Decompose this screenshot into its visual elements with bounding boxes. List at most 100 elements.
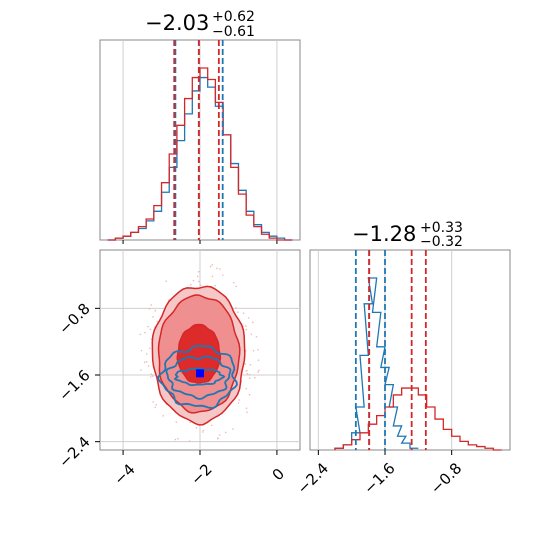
scatter-point (200, 285, 202, 287)
scatter-point (152, 401, 154, 403)
scatter-point (140, 334, 142, 336)
scatter-point (235, 307, 237, 309)
scatter-point (251, 333, 253, 335)
scatter-point (246, 407, 248, 409)
scatter-point (152, 375, 154, 377)
scatter-point (233, 282, 235, 284)
y-tick-label-2: −0.8 (55, 300, 93, 338)
x-tick-label-2: 0 (269, 465, 288, 484)
scatter-point (222, 274, 224, 276)
scatter-point (175, 439, 177, 441)
scatter-point (189, 440, 191, 442)
bottom-right-hist-red (335, 388, 502, 450)
scatter-point (211, 424, 213, 426)
scatter-point (219, 434, 221, 436)
bottom-right-title-minus: −0.32 (420, 234, 463, 250)
scatter-point (254, 377, 256, 379)
scatter-point (237, 311, 239, 313)
scatter-point (146, 353, 148, 355)
scatter-point (210, 266, 212, 268)
scatter-point (246, 370, 248, 372)
scatter-point (246, 411, 248, 413)
scatter-point (149, 308, 151, 310)
top-left-title: −2.03 (145, 11, 209, 35)
scatter-point (217, 437, 219, 439)
truth-marker (196, 369, 204, 377)
bottom-right-ticks: −2.4 −1.6 −0.8 (294, 450, 466, 498)
scatter-point (175, 421, 177, 423)
scatter-point (154, 406, 156, 408)
scatter-point (238, 399, 240, 401)
scatter-point (232, 428, 234, 430)
scatter-point (245, 325, 247, 327)
scatter-point (151, 373, 153, 375)
scatter-point (198, 271, 200, 273)
bottom-left-contours (140, 264, 260, 442)
scatter-point (147, 326, 149, 328)
bottom-left-panel: −4 −2 0 −2.4 −1.6 −0.8 (55, 250, 300, 489)
y-tick-label-1: −1.6 (55, 366, 93, 404)
scatter-point (156, 321, 158, 323)
scatter-point (144, 361, 146, 363)
scatter-point (154, 310, 156, 312)
scatter-point (152, 316, 154, 318)
scatter-point (212, 264, 214, 266)
br-x-tick-label-2: −0.8 (427, 459, 465, 497)
bottom-right-quantiles (356, 250, 426, 450)
scatter-point (198, 281, 200, 283)
scatter-point (245, 329, 247, 331)
scatter-point (257, 371, 259, 373)
scatter-point (243, 312, 245, 314)
top-left-title-minus: −0.61 (212, 24, 255, 40)
bottom-right-panel: −2.4 −1.6 −0.8 −1.28 +0.33 −0.32 (294, 220, 510, 498)
scatter-point (258, 370, 260, 372)
scatter-point (148, 365, 150, 367)
scatter-point (238, 402, 240, 404)
scatter-point (252, 322, 254, 324)
scatter-point (202, 431, 204, 433)
scatter-point (177, 438, 179, 440)
scatter-point (141, 350, 143, 352)
hist-step-1 (335, 388, 502, 450)
scatter-point (249, 377, 251, 379)
scatter-point (245, 388, 247, 390)
scatter-point (250, 364, 252, 366)
scatter-point (151, 304, 153, 306)
scatter-point (244, 363, 246, 365)
y-tick-label-0: −2.4 (55, 433, 93, 471)
scatter-point (212, 276, 214, 278)
scatter-point (253, 350, 255, 352)
scatter-point (214, 285, 216, 287)
br-x-tick-label-0: −2.4 (294, 459, 332, 497)
bottom-right-title: −1.28 (352, 222, 416, 246)
scatter-point (196, 427, 198, 429)
scatter-point (249, 394, 251, 396)
scatter-point (249, 374, 251, 376)
top-left-panel: −2.03 +0.62 −0.61 (100, 9, 300, 244)
x-tick-label-1: −2 (187, 460, 215, 488)
scatter-point (246, 373, 248, 375)
x-tick-label-0: −4 (110, 460, 138, 488)
scatter-point (197, 276, 199, 278)
scatter-point (219, 268, 221, 270)
scatter-point (256, 336, 258, 338)
scatter-point (203, 430, 205, 432)
scatter-point (165, 280, 167, 282)
scatter-point (146, 361, 148, 363)
scatter-point (162, 415, 164, 417)
scatter-point (140, 369, 142, 371)
scatter-point (216, 268, 218, 270)
scatter-point (257, 349, 259, 351)
scatter-point (150, 376, 152, 378)
top-left-title-plus: +0.62 (212, 9, 255, 25)
scatter-point (149, 348, 151, 350)
scatter-point (235, 286, 237, 288)
scatter-point (193, 280, 195, 282)
scatter-point (144, 332, 146, 334)
scatter-point (190, 284, 192, 286)
scatter-point (155, 404, 157, 406)
scatter-point (225, 432, 227, 434)
scatter-point (258, 359, 260, 361)
scatter-point (150, 329, 152, 331)
